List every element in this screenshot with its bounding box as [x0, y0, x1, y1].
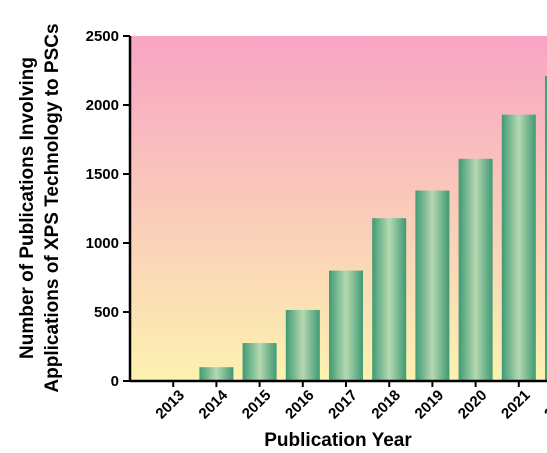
y-tick-label: 1500 — [86, 166, 119, 183]
x-tick-label: 2015 — [239, 387, 275, 423]
bars-group — [156, 76, 547, 382]
y-tick-label: 0 — [111, 373, 119, 390]
x-tick-label: 2019 — [412, 387, 448, 423]
x-tick-label: 2018 — [368, 387, 404, 423]
bar-2018 — [372, 218, 407, 381]
y-tick-label: 1000 — [86, 235, 119, 252]
bar-2015 — [242, 343, 277, 381]
y-tick-label: 500 — [94, 304, 119, 321]
x-axis-title: Publication Year — [264, 430, 412, 451]
x-tick-label: 2020 — [455, 387, 491, 423]
bar-2021 — [501, 114, 536, 381]
x-ticks-group: 2013 2014 2015 2016 2017 2018 2019 2020 2021 2022 — [152, 381, 547, 422]
bar-2022 — [545, 76, 547, 382]
x-tick-label: 2014 — [196, 386, 232, 422]
bar-2017 — [329, 270, 363, 381]
x-tick-label: 2013 — [152, 387, 188, 423]
y-tick-label: 2500 — [86, 28, 119, 45]
y-tick-label: 2000 — [86, 97, 119, 114]
y-axis-title-line1: Number of Publications Involving — [17, 57, 38, 359]
y-ticks-group: 0 500 1000 1500 2000 2500 — [86, 28, 130, 390]
bar-2016 — [285, 309, 320, 381]
x-tick-label: 2017 — [325, 387, 361, 423]
bar-2014 — [199, 367, 234, 381]
bar-2020 — [458, 158, 493, 381]
x-tick-label: 2021 — [498, 387, 534, 423]
bar-2019 — [415, 190, 450, 381]
y-axis-title-line2: Applications of XPS Technology to PSCs — [42, 23, 63, 392]
x-tick-label: 2016 — [282, 387, 318, 423]
x-tick-label: 2022 — [541, 387, 547, 423]
